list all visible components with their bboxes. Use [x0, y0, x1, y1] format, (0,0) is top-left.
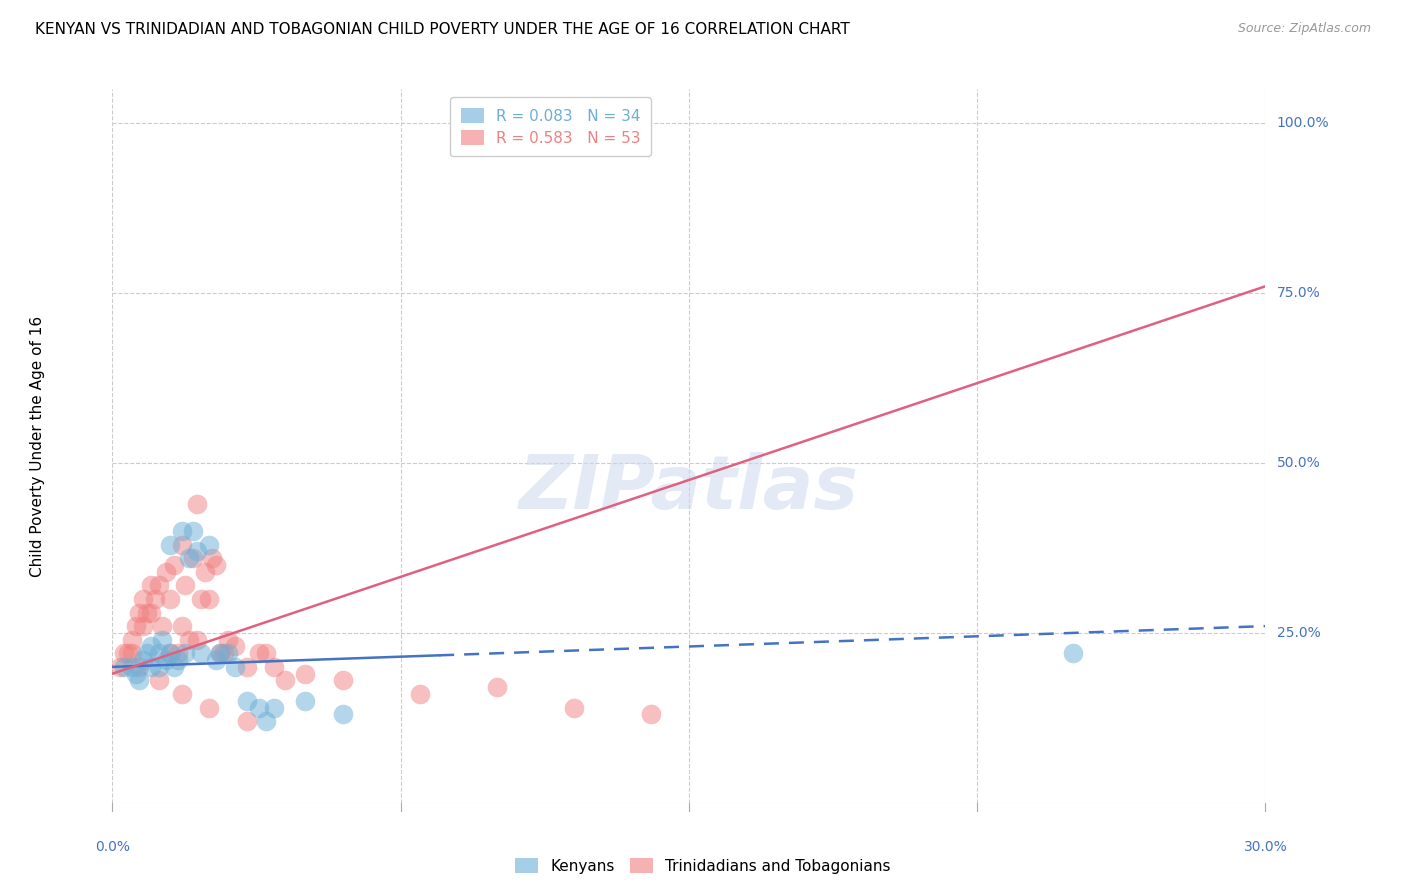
Point [212, 646, 235, 660]
Point [209, 646, 232, 660]
Point [236, 714, 259, 729]
Point [174, 578, 197, 592]
Point [332, 673, 354, 688]
Point [254, 646, 277, 660]
Point [136, 606, 159, 620]
Point [179, 551, 201, 566]
Point [205, 558, 228, 572]
Legend: Kenyans, Trinidadians and Tobagonians: Kenyans, Trinidadians and Tobagonians [509, 852, 897, 880]
Point [128, 660, 150, 674]
Point [124, 666, 146, 681]
Point [124, 619, 146, 633]
Point [194, 565, 217, 579]
Point [159, 591, 181, 606]
Point [247, 700, 270, 714]
Point [263, 660, 285, 674]
Point [409, 687, 432, 701]
Point [186, 497, 208, 511]
Text: KENYAN VS TRINIDADIAN AND TOBAGONIAN CHILD POVERTY UNDER THE AGE OF 16 CORRELATI: KENYAN VS TRINIDADIAN AND TOBAGONIAN CHI… [35, 22, 849, 37]
Point [170, 687, 193, 701]
Text: 25.0%: 25.0% [1277, 626, 1320, 640]
Point [155, 653, 177, 667]
Point [112, 646, 135, 660]
Point [152, 632, 174, 647]
Point [159, 646, 181, 660]
Text: 30.0%: 30.0% [1243, 840, 1288, 855]
Point [217, 646, 239, 660]
Point [209, 646, 232, 660]
Point [148, 673, 170, 688]
Point [121, 660, 143, 674]
Legend: R = 0.083   N = 34, R = 0.583   N = 53: R = 0.083 N = 34, R = 0.583 N = 53 [450, 97, 651, 156]
Point [197, 591, 219, 606]
Text: Source: ZipAtlas.com: Source: ZipAtlas.com [1237, 22, 1371, 36]
Point [186, 632, 208, 647]
Point [294, 666, 316, 681]
Point [640, 707, 662, 722]
Point [132, 619, 155, 633]
Point [139, 640, 162, 654]
Point [254, 714, 277, 729]
Point [121, 632, 143, 647]
Text: 0.0%: 0.0% [96, 840, 129, 855]
Point [136, 646, 159, 660]
Point [170, 537, 193, 551]
Point [166, 653, 188, 667]
Point [121, 646, 143, 660]
Point [201, 551, 224, 566]
Point [132, 591, 155, 606]
Point [181, 524, 204, 538]
Point [139, 660, 162, 674]
Text: 100.0%: 100.0% [1277, 116, 1329, 130]
Point [128, 673, 150, 688]
Point [155, 565, 177, 579]
Point [562, 700, 585, 714]
Point [181, 551, 204, 566]
Text: 75.0%: 75.0% [1277, 286, 1320, 300]
Point [148, 578, 170, 592]
Point [179, 632, 201, 647]
Point [332, 707, 354, 722]
Point [174, 646, 197, 660]
Point [1062, 646, 1084, 660]
Point [217, 632, 239, 647]
Point [485, 680, 508, 694]
Point [117, 646, 139, 660]
Point [236, 660, 259, 674]
Point [263, 700, 285, 714]
Point [112, 660, 135, 674]
Point [143, 591, 166, 606]
Point [159, 646, 181, 660]
Point [170, 619, 193, 633]
Point [197, 700, 219, 714]
Point [205, 653, 228, 667]
Point [163, 660, 186, 674]
Point [132, 653, 155, 667]
Point [108, 660, 131, 674]
Point [139, 606, 162, 620]
Point [236, 694, 259, 708]
Point [197, 537, 219, 551]
Text: Child Poverty Under the Age of 16: Child Poverty Under the Age of 16 [30, 316, 45, 576]
Point [274, 673, 297, 688]
Point [294, 694, 316, 708]
Point [224, 640, 246, 654]
Point [224, 660, 246, 674]
Point [170, 524, 193, 538]
Point [186, 544, 208, 558]
Point [139, 578, 162, 592]
Point [148, 660, 170, 674]
Point [148, 646, 170, 660]
Point [163, 558, 186, 572]
Point [159, 537, 181, 551]
Point [190, 646, 212, 660]
Point [166, 646, 188, 660]
Text: 50.0%: 50.0% [1277, 456, 1320, 470]
Point [152, 619, 174, 633]
Text: ZIPatlas: ZIPatlas [519, 452, 859, 525]
Point [128, 606, 150, 620]
Point [247, 646, 270, 660]
Point [190, 591, 212, 606]
